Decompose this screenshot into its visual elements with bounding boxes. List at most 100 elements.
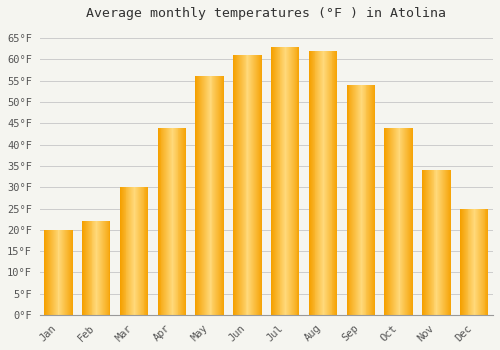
Bar (358, 85, 359, 315)
Bar (406, 127, 407, 315)
Bar (241, 55, 242, 315)
Bar (248, 55, 250, 315)
Bar (432, 170, 434, 315)
Bar (463, 209, 464, 315)
Bar (272, 47, 273, 315)
Bar (407, 127, 408, 315)
Bar (271, 47, 272, 315)
Bar (332, 51, 334, 315)
Bar (160, 127, 162, 315)
Bar (83, 221, 84, 315)
Bar (208, 76, 210, 315)
Bar (274, 47, 275, 315)
Bar (346, 85, 348, 315)
Bar (251, 55, 252, 315)
Bar (85, 221, 86, 315)
Bar (373, 85, 374, 315)
Bar (359, 85, 360, 315)
Bar (310, 51, 312, 315)
Bar (218, 76, 219, 315)
Bar (412, 127, 413, 315)
Bar (101, 221, 102, 315)
Bar (276, 47, 278, 315)
Bar (106, 221, 108, 315)
Bar (138, 187, 139, 315)
Bar (336, 51, 337, 315)
Bar (325, 51, 326, 315)
Bar (219, 76, 220, 315)
Bar (63, 230, 64, 315)
Bar (439, 170, 440, 315)
Bar (133, 187, 134, 315)
Bar (473, 209, 474, 315)
Bar (334, 51, 336, 315)
Bar (46, 230, 47, 315)
Bar (284, 47, 285, 315)
Bar (236, 55, 237, 315)
Bar (466, 209, 468, 315)
Bar (183, 127, 184, 315)
Bar (374, 85, 375, 315)
Bar (442, 170, 443, 315)
Bar (206, 76, 207, 315)
Bar (293, 47, 294, 315)
Bar (174, 127, 176, 315)
Bar (474, 209, 475, 315)
Bar (472, 209, 473, 315)
Bar (214, 76, 216, 315)
Bar (158, 127, 160, 315)
Bar (68, 230, 69, 315)
Bar (350, 85, 352, 315)
Bar (352, 85, 353, 315)
Bar (356, 85, 357, 315)
Bar (387, 127, 388, 315)
Bar (252, 55, 253, 315)
Bar (448, 170, 450, 315)
Bar (402, 127, 404, 315)
Bar (201, 76, 202, 315)
Bar (396, 127, 398, 315)
Bar (278, 47, 280, 315)
Bar (388, 127, 389, 315)
Bar (330, 51, 332, 315)
Bar (468, 209, 469, 315)
Bar (244, 55, 246, 315)
Bar (444, 170, 445, 315)
Bar (203, 76, 204, 315)
Bar (180, 127, 182, 315)
Bar (477, 209, 478, 315)
Bar (429, 170, 430, 315)
Bar (170, 127, 171, 315)
Bar (253, 55, 254, 315)
Bar (128, 187, 130, 315)
Bar (428, 170, 429, 315)
Bar (50, 230, 51, 315)
Bar (240, 55, 241, 315)
Bar (96, 221, 97, 315)
Bar (199, 76, 200, 315)
Bar (323, 51, 324, 315)
Bar (355, 85, 356, 315)
Bar (408, 127, 409, 315)
Bar (210, 76, 212, 315)
Bar (320, 51, 321, 315)
Bar (392, 127, 393, 315)
Bar (71, 230, 72, 315)
Bar (288, 47, 289, 315)
Bar (368, 85, 370, 315)
Bar (204, 76, 205, 315)
Bar (318, 51, 319, 315)
Bar (216, 76, 217, 315)
Bar (309, 51, 310, 315)
Bar (391, 127, 392, 315)
Bar (223, 76, 224, 315)
Bar (298, 47, 300, 315)
Bar (137, 187, 138, 315)
Bar (198, 76, 199, 315)
Bar (275, 47, 276, 315)
Bar (362, 85, 364, 315)
Bar (353, 85, 354, 315)
Bar (242, 55, 244, 315)
Bar (461, 209, 462, 315)
Bar (51, 230, 52, 315)
